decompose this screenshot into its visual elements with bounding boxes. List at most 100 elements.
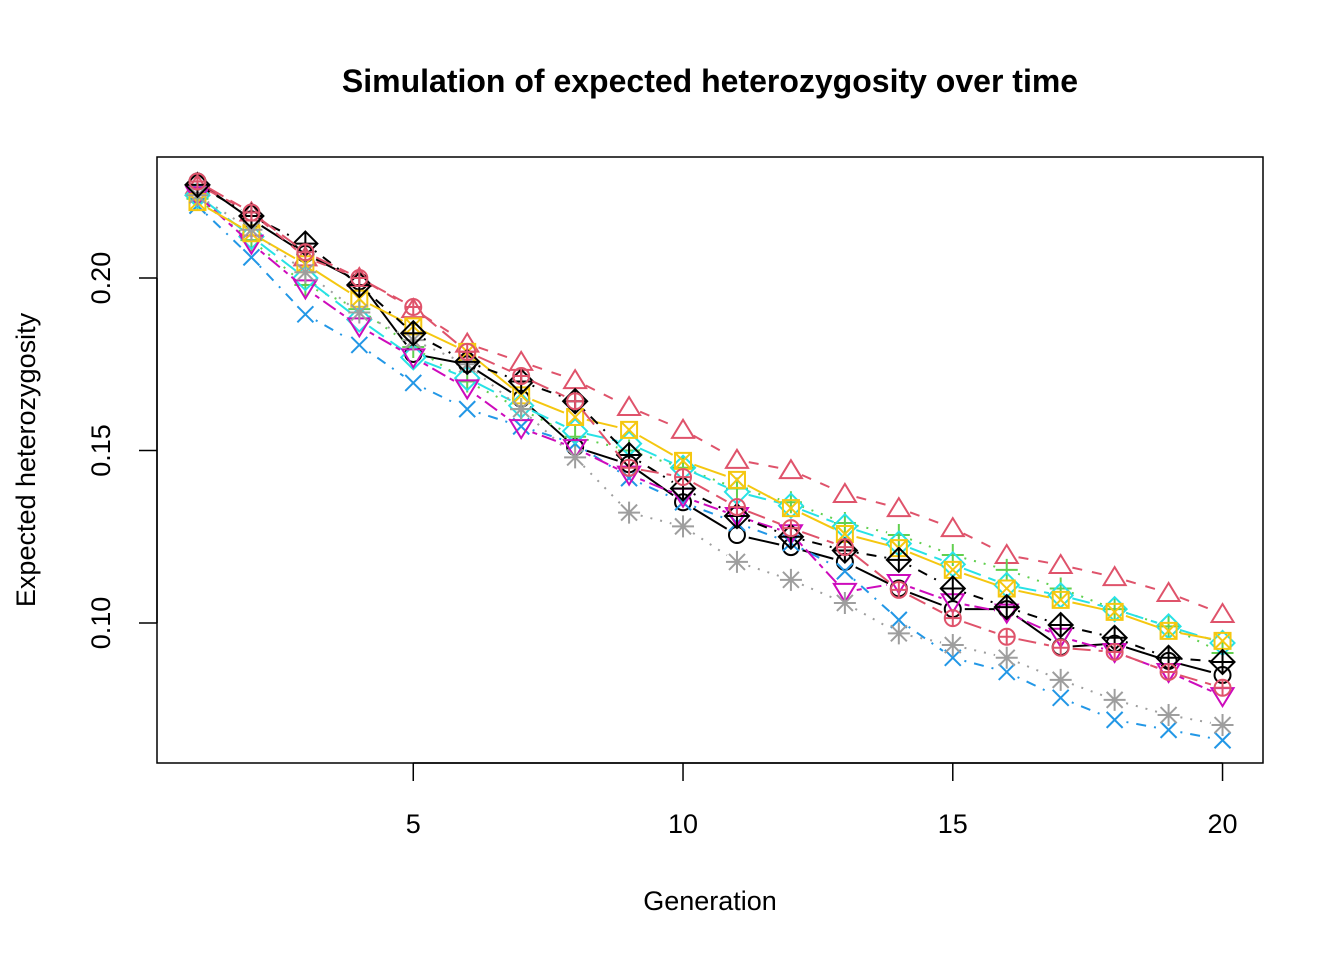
series-line-segment xyxy=(801,512,835,530)
series-line-segment xyxy=(909,551,943,567)
series-line-segment xyxy=(477,355,511,373)
series-line-segment xyxy=(316,260,349,275)
series-line-segment xyxy=(207,190,242,211)
series-line-segment xyxy=(964,646,996,657)
data-point xyxy=(993,593,1021,621)
data-point xyxy=(620,458,639,477)
data-point xyxy=(350,289,369,308)
series-line-segment xyxy=(582,465,622,505)
data-point xyxy=(400,297,427,319)
series-line-segment xyxy=(1017,609,1050,623)
data-point xyxy=(348,301,371,324)
series-layer xyxy=(184,171,1236,749)
series-line-segment xyxy=(1018,586,1050,595)
series-line-segment xyxy=(693,499,727,513)
series-line-segment xyxy=(207,207,242,229)
data-point xyxy=(833,591,856,614)
data-point xyxy=(1159,721,1178,739)
data-point xyxy=(508,419,534,441)
data-point xyxy=(781,519,800,538)
data-point xyxy=(188,172,207,191)
series-line-segment xyxy=(1179,674,1212,686)
data-point xyxy=(724,447,750,469)
data-point xyxy=(1213,678,1232,697)
series-line-segment xyxy=(964,557,996,568)
series-2 xyxy=(184,173,1236,624)
data-point xyxy=(350,336,369,354)
series-line-segment xyxy=(638,470,674,497)
series-line-segment xyxy=(1180,657,1211,663)
series-line-segment xyxy=(531,398,565,414)
series-line-segment xyxy=(260,218,297,246)
data-point xyxy=(670,417,696,439)
series-line-segment xyxy=(748,493,780,504)
data-point xyxy=(454,379,481,401)
data-point xyxy=(1051,638,1070,657)
plot-frame xyxy=(156,156,1264,764)
data-point xyxy=(399,319,427,347)
series-line-segment xyxy=(1180,632,1211,640)
data-point xyxy=(510,398,533,421)
series-line-segment xyxy=(1017,572,1050,586)
data-point xyxy=(997,627,1016,646)
series-line-segment xyxy=(421,313,459,345)
series-line-segment xyxy=(963,567,996,582)
series-line-segment xyxy=(1072,647,1103,653)
data-point xyxy=(1101,565,1128,587)
data-point xyxy=(296,305,315,323)
series-line-segment xyxy=(532,429,564,441)
series-line-segment xyxy=(532,384,565,399)
data-point xyxy=(778,458,804,480)
series-line-segment xyxy=(963,572,996,586)
series-line-segment xyxy=(1072,566,1104,576)
data-point xyxy=(835,524,854,543)
y-axis-label: Expected heterozygosity xyxy=(11,312,41,607)
series-line-segment xyxy=(693,471,727,488)
x-axis-label: Generation xyxy=(643,886,777,916)
series-line-segment xyxy=(908,594,943,614)
series-line-segment xyxy=(853,578,891,613)
data-point xyxy=(404,374,422,392)
data-point xyxy=(727,498,746,516)
data-point xyxy=(512,367,531,385)
data-point xyxy=(404,298,423,316)
series-line-segment xyxy=(1125,655,1158,669)
series-line-segment xyxy=(963,591,996,605)
series-line-segment xyxy=(1072,626,1104,637)
series-line-segment xyxy=(854,607,889,629)
series-line-segment xyxy=(1180,731,1211,739)
series-line-segment xyxy=(1072,597,1104,608)
data-point xyxy=(781,499,800,518)
series-line-segment xyxy=(748,536,780,546)
series-line-segment xyxy=(964,659,996,670)
series-line-segment xyxy=(1072,601,1104,611)
series-4 xyxy=(188,196,1232,749)
series-line-segment xyxy=(314,278,351,307)
series-line-segment xyxy=(423,387,457,405)
series-line-segment xyxy=(586,449,618,462)
series-line-segment xyxy=(315,319,350,340)
series-10 xyxy=(188,172,1232,697)
series-line-segment xyxy=(639,410,673,427)
series-line-segment xyxy=(1071,683,1104,697)
data-point xyxy=(887,622,910,645)
data-point xyxy=(725,550,748,573)
x-tick-label: 20 xyxy=(1208,809,1238,839)
data-point xyxy=(995,558,1018,581)
series-line-segment xyxy=(314,269,350,294)
data-point xyxy=(943,609,962,628)
data-point xyxy=(620,420,639,439)
data-point xyxy=(997,579,1016,598)
data-point xyxy=(1047,553,1074,575)
series-line-segment xyxy=(581,409,623,460)
data-point xyxy=(296,243,315,262)
data-point xyxy=(453,364,481,392)
series-8 xyxy=(186,184,1234,737)
series-line-segment xyxy=(1125,611,1158,624)
data-point xyxy=(1157,704,1180,727)
series-line-segment xyxy=(693,482,727,503)
series-line-segment xyxy=(747,484,781,504)
series-line-segment xyxy=(205,202,244,237)
series-line-segment xyxy=(423,337,458,358)
